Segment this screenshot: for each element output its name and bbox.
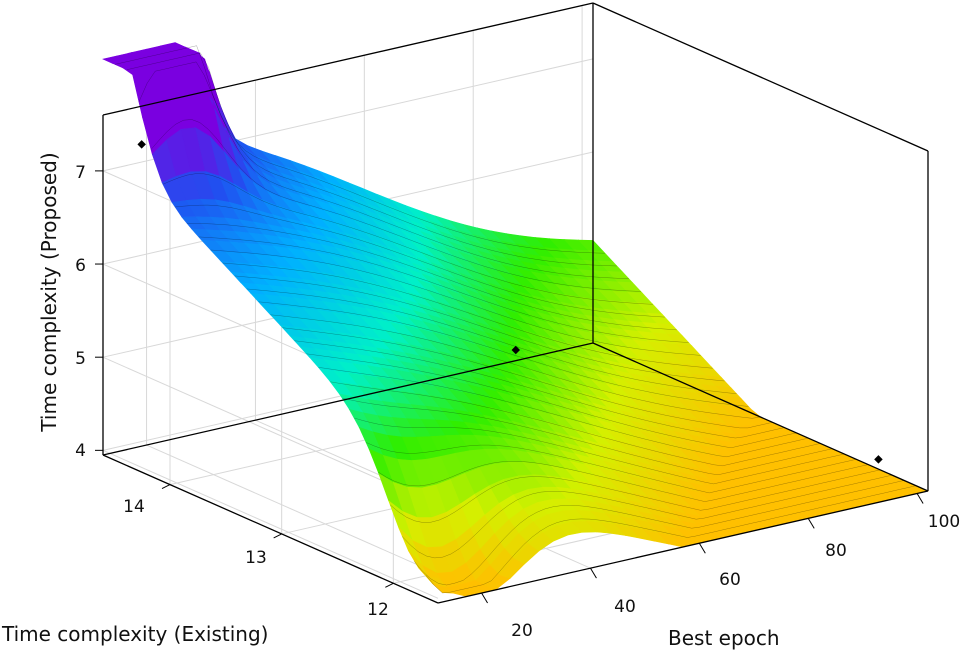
x-tick-label: 40 <box>614 597 636 617</box>
y-tick-label: 14 <box>123 497 145 517</box>
box-edge <box>102 454 439 604</box>
z-tick-label: 5 <box>75 349 86 369</box>
surface-mesh <box>102 42 929 597</box>
contour-line <box>138 61 629 280</box>
contour-line <box>270 314 761 419</box>
box-edge <box>102 2 594 116</box>
contour-line <box>174 204 665 318</box>
contour-line <box>186 222 677 331</box>
contour-line <box>378 461 869 502</box>
data-point <box>874 455 883 464</box>
x-tick-label: 80 <box>825 541 847 561</box>
x-tick <box>916 493 924 504</box>
contour-line <box>222 262 713 369</box>
contour-line <box>413 480 905 586</box>
box-edge <box>437 490 929 604</box>
contour-line <box>389 469 881 523</box>
y-tick-label: 12 <box>367 600 389 620</box>
z-tick-label: 4 <box>75 441 86 461</box>
contour-line <box>342 397 833 476</box>
grid-line <box>102 449 439 599</box>
contour-line <box>282 327 773 429</box>
z-tick-label: 7 <box>75 163 86 183</box>
x-axis-title: Best epoch <box>668 626 780 650</box>
box-edge <box>592 2 929 152</box>
data-points <box>137 140 883 464</box>
contour-line <box>330 381 821 467</box>
x-tick-label: 20 <box>511 621 533 641</box>
contour-line <box>354 417 845 485</box>
contour-line <box>246 288 737 394</box>
axis-box <box>95 2 929 604</box>
contour-line <box>114 45 606 254</box>
z-tick-label: 6 <box>75 256 86 276</box>
contour-line <box>318 367 809 458</box>
x-tick <box>590 567 597 579</box>
contour-line <box>401 474 893 559</box>
contour-line <box>306 353 797 449</box>
x-tick-labels: 20 40 60 80 100 <box>511 512 960 641</box>
y-tick <box>385 582 394 588</box>
x-tick-label: 60 <box>719 570 741 590</box>
contour-line <box>366 442 857 494</box>
z-tick-labels: 4 5 6 7 <box>75 163 86 461</box>
x-tick-label: 100 <box>928 512 960 532</box>
x-tick <box>481 592 488 604</box>
contour-line <box>258 301 749 407</box>
data-point <box>137 140 146 149</box>
box-edge <box>592 342 929 492</box>
y-tick <box>161 484 171 490</box>
y-tick-labels: 12 13 14 <box>123 497 389 620</box>
contour-line <box>150 119 641 292</box>
contour-line <box>162 173 653 305</box>
z-axis-title: Time complexity (Proposed) <box>37 152 61 432</box>
contour-line <box>234 275 725 382</box>
y-tick <box>273 533 282 539</box>
y-axis-title: Time complexity (Existing) <box>1 622 268 646</box>
contour-line <box>198 236 689 343</box>
x-tick <box>807 518 815 529</box>
contour-line <box>294 340 785 439</box>
x-tick <box>698 543 706 554</box>
box-edge <box>102 342 594 456</box>
contour-line <box>425 485 917 594</box>
data-point <box>511 345 521 355</box>
contour-line <box>210 249 701 356</box>
contour-line <box>126 52 617 267</box>
y-tick-label: 13 <box>245 548 267 568</box>
